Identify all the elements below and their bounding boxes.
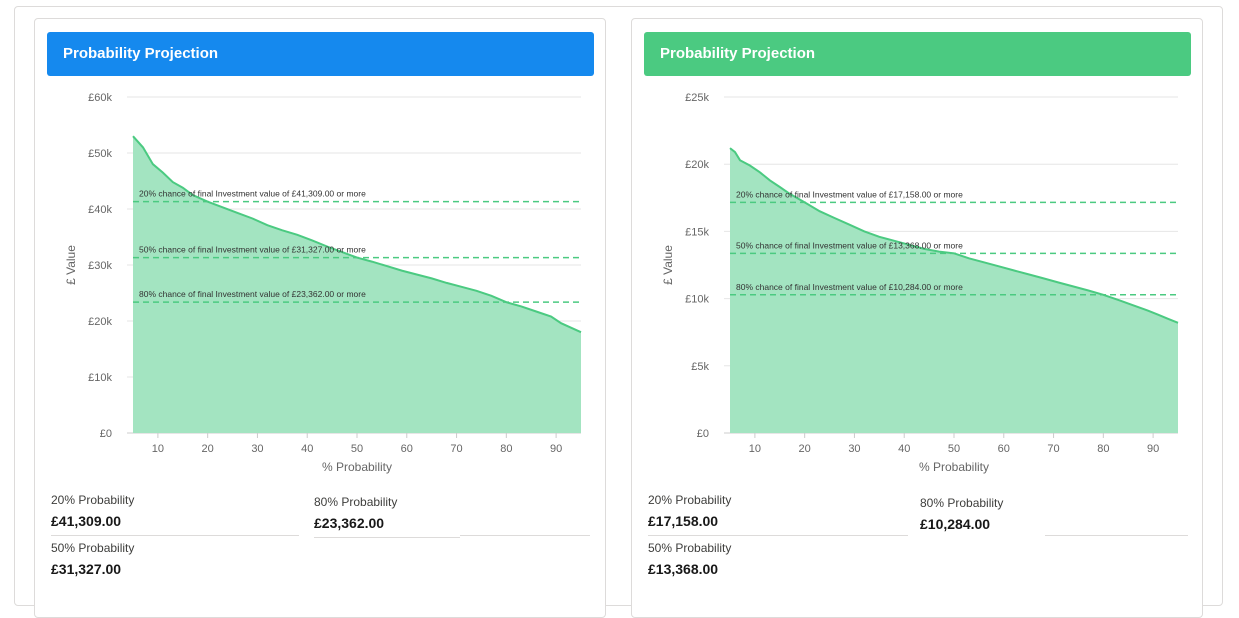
x-tick-label: 90 [550,443,562,455]
stat-label: 50% Probability [51,541,135,555]
stat-label: 80% Probability [314,495,398,509]
y-axis-title: £ Value [64,245,78,285]
stat-50-left: 50% Probability £31,327.00 [51,540,134,578]
x-tick-label: 80 [1097,443,1109,455]
stat-value: £10,284.00 [920,516,991,532]
y-tick-label: £10k [88,372,112,384]
stat-80-left: 80% Probability £23,362.00 [314,494,397,532]
stat-divider [314,537,460,538]
probability-chart-right: £0 £5k £10k £15k £20k £25k 20% chance of final… [661,92,1179,474]
x-tick-label: 90 [1147,443,1159,455]
reference-label: 20% chance of final Investment value of … [736,189,963,199]
y-tick-label: £50k [88,148,112,160]
probability-card-right: Probability Projection £0 £5k £10k £15k £20k… [631,18,1203,618]
card-header-right: Probability Projection [644,32,1191,76]
stat-value: £31,327.00 [51,561,122,577]
reference-label: 50% chance of final Investment value of … [139,245,366,255]
stat-80-right: 80% Probability £10,284.00 [920,495,1003,533]
x-tick-label: 50 [948,443,960,455]
stat-divider [51,535,299,536]
stat-value: £13,368.00 [648,561,719,577]
stat-20-left: 20% Probability £41,309.00 [51,492,134,530]
x-tick-label: 70 [1047,443,1059,455]
x-tick-label: 60 [401,443,413,455]
x-tick-label: 10 [152,443,164,455]
stat-divider [648,535,908,536]
x-tick-label: 30 [848,443,860,455]
stat-label: 50% Probability [648,541,732,555]
x-tick-label: 80 [500,443,512,455]
card-header-left: Probability Projection [47,32,594,76]
x-tick-label: 10 [749,443,761,455]
probability-chart-left: £0 £10k £20k £30k £40k £50k £60k 20% chance of … [64,92,582,474]
y-tick-label: £40k [88,204,112,216]
series-line [132,135,582,334]
y-tick-label: £15k [685,226,709,238]
stat-50-right: 50% Probability £13,368.00 [648,540,731,578]
reference-label: 20% chance of final Investment value of … [139,189,366,199]
x-tick-label: 40 [898,443,910,455]
y-tick-label: £20k [88,316,112,328]
stat-20-right: 20% Probability £17,158.00 [648,492,731,530]
x-tick-label: 20 [799,443,811,455]
reference-label: 80% chance of final Investment value of … [736,282,963,292]
stat-value: £41,309.00 [51,513,122,529]
stat-value: £17,158.00 [648,513,719,529]
series-line [729,147,1179,324]
x-axis-title: % Probability [322,460,392,474]
stat-label: 80% Probability [920,496,1004,510]
stat-value: £23,362.00 [314,515,385,531]
x-tick-label: 50 [351,443,363,455]
y-tick-label: £10k [685,294,709,306]
y-tick-label: £30k [88,260,112,272]
y-tick-label: £5k [691,361,709,373]
area-fill [133,136,581,433]
y-tick-label: £0 [697,428,709,440]
y-tick-label: £20k [685,159,709,171]
y-axis-title: £ Value [661,245,675,285]
y-tick-label: £60k [88,92,112,104]
stat-divider [1045,535,1188,536]
probability-card-left: Probability Projection £0 £10k £20k £30k £40… [34,18,606,618]
x-tick-label: 30 [251,443,263,455]
x-axis-title: % Probability [919,460,989,474]
stat-label: 20% Probability [648,493,732,507]
x-tick-label: 20 [202,443,214,455]
x-tick-label: 40 [301,443,313,455]
y-tick-label: £0 [100,428,112,440]
stat-label: 20% Probability [51,493,135,507]
stat-divider [460,535,590,536]
x-tick-label: 70 [450,443,462,455]
area-fill [730,148,1178,433]
x-tick-label: 60 [998,443,1010,455]
reference-label: 50% chance of final Investment value of … [736,240,963,250]
reference-label: 80% chance of final Investment value of … [139,289,366,299]
y-tick-label: £25k [685,92,709,104]
